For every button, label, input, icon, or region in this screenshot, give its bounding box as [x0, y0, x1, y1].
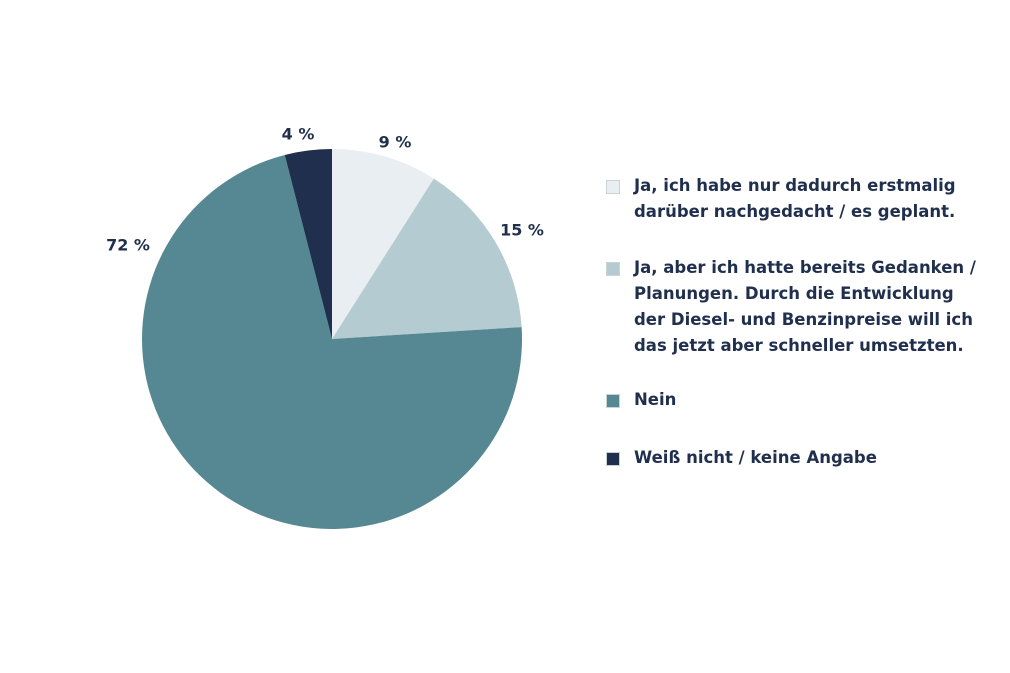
slice-label: 72 %: [106, 236, 150, 255]
legend-item: Ja, aber ich hatte bereits Gedanken / Pl…: [606, 258, 986, 359]
legend-item: Ja, ich habe nur dadurch erstmalig darüb…: [606, 176, 986, 225]
pie-slice: [284, 149, 332, 339]
slice-label: 15 %: [500, 221, 544, 240]
legend-label: Ja, aber ich hatte bereits Gedanken / Pl…: [634, 258, 976, 355]
legend-label: Weiß nicht / keine Angabe: [634, 448, 877, 467]
legend-swatch: [606, 262, 620, 276]
legend-label: Ja, ich habe nur dadurch erstmalig darüb…: [634, 176, 956, 221]
legend-swatch: [606, 452, 620, 466]
legend-item: Weiß nicht / keine Angabe: [606, 448, 986, 471]
pie-slice: [332, 149, 434, 339]
slice-label: 9 %: [379, 133, 412, 152]
legend-item: Nein: [606, 390, 986, 413]
legend-swatch: [606, 180, 620, 194]
legend-label: Nein: [634, 390, 677, 409]
legend-swatch: [606, 394, 620, 408]
pie-slice: [332, 178, 522, 339]
pie-slice: [142, 154, 522, 530]
slice-label: 4 %: [282, 125, 315, 144]
